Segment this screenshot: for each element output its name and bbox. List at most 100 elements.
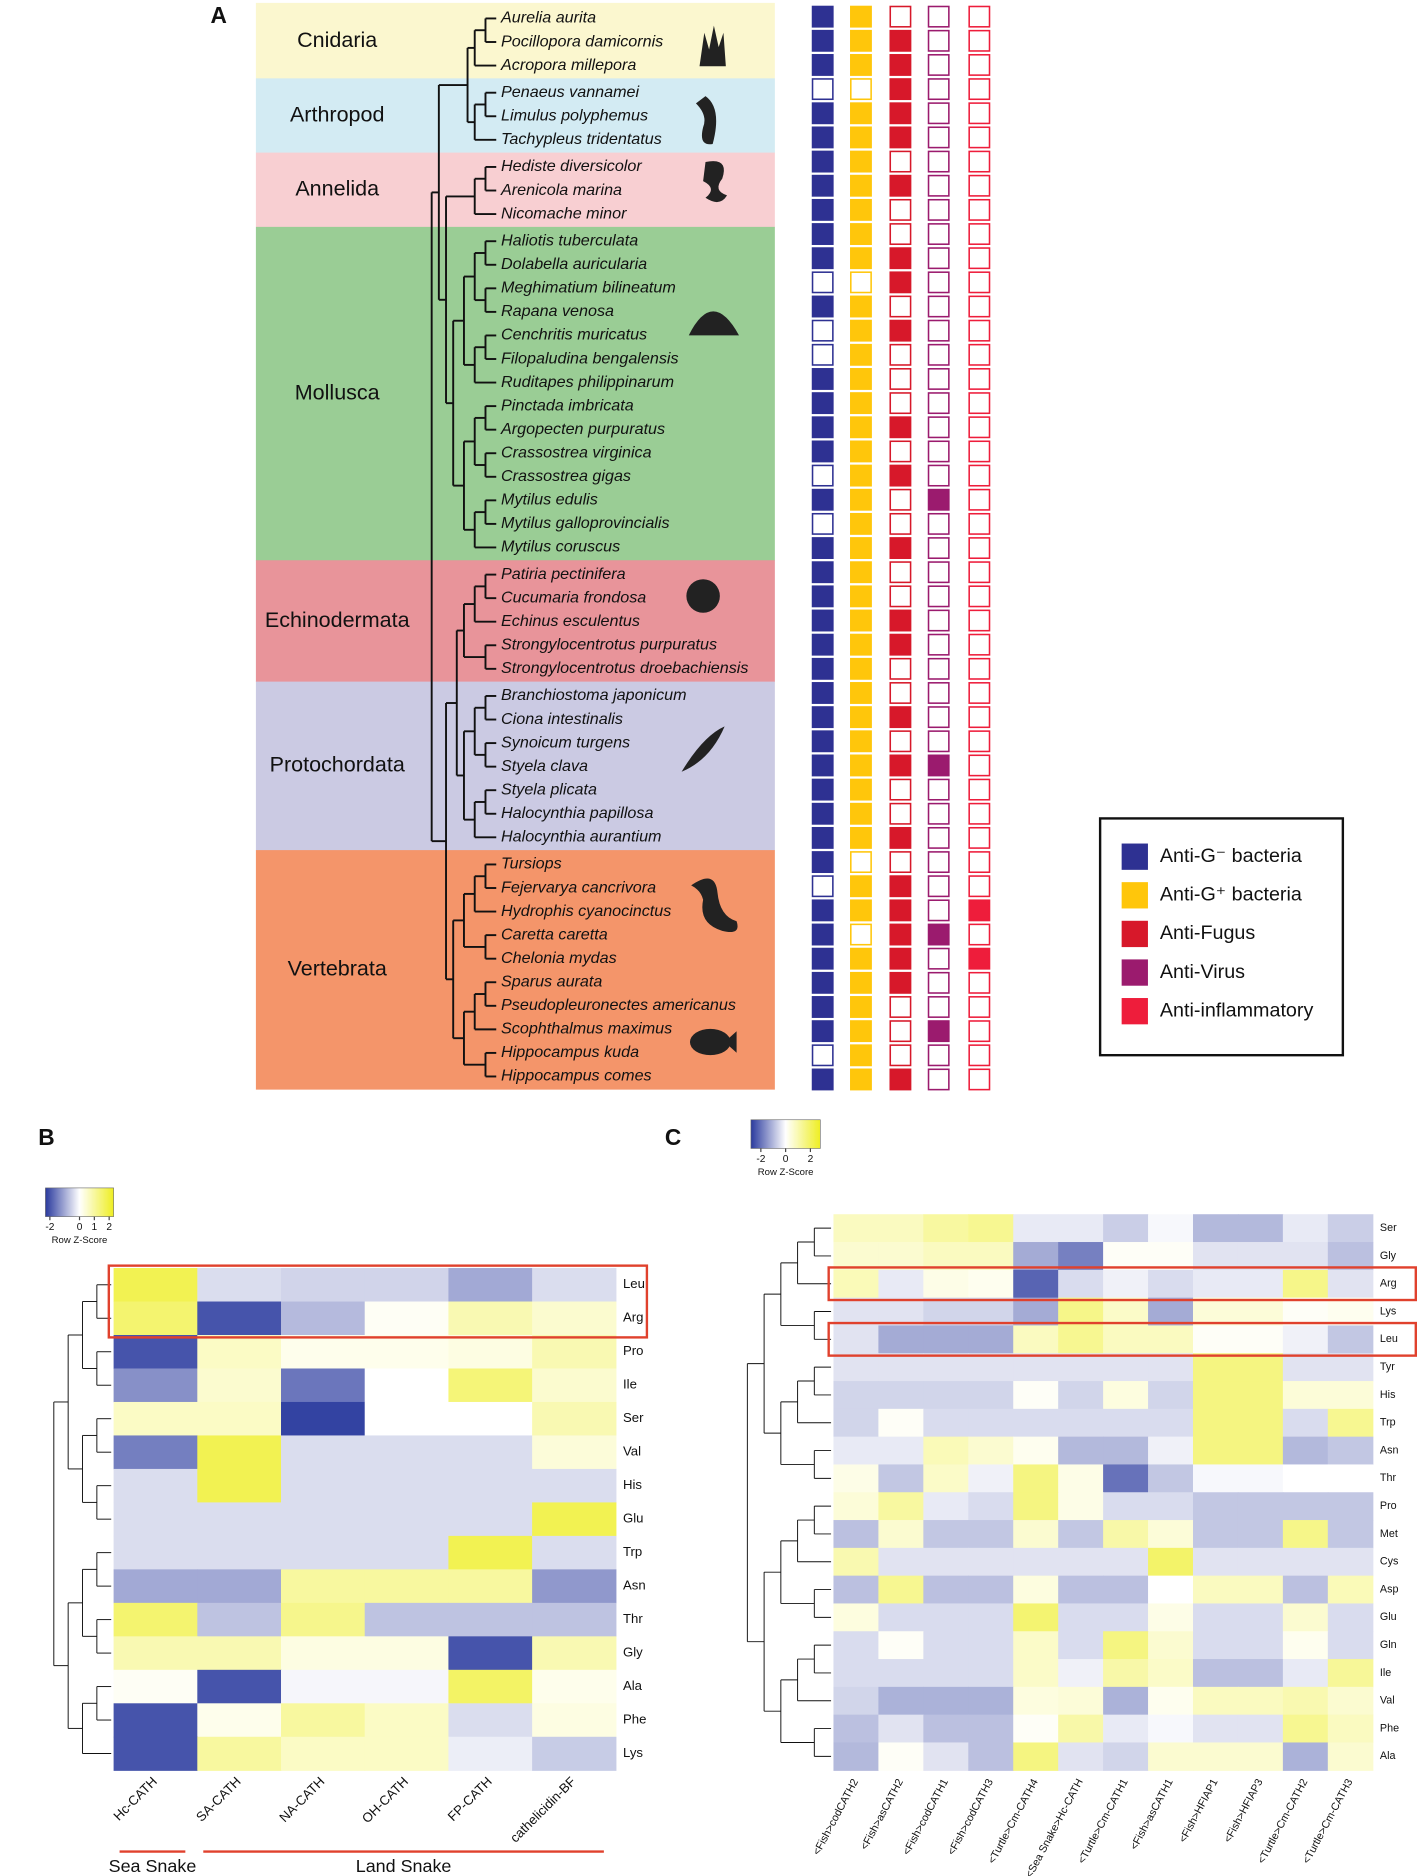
activity-box (811, 682, 834, 704)
heat-cell (1013, 1603, 1059, 1632)
heat-cell (833, 1325, 879, 1354)
heat-cell (923, 1242, 969, 1271)
heat-cell (364, 1602, 450, 1637)
heat-cell (923, 1631, 969, 1660)
activity-box (811, 778, 834, 801)
heat-cell (1103, 1631, 1149, 1660)
heat-cell (113, 1736, 198, 1771)
activity-box (850, 440, 872, 463)
activity-box (968, 923, 991, 946)
heat-cell (364, 1368, 450, 1403)
activity-box (889, 271, 912, 294)
heat-cell (1282, 1269, 1329, 1299)
heat-cell (1192, 1436, 1239, 1466)
row-label: Ala (1380, 1750, 1396, 1762)
heat-cell (1013, 1520, 1059, 1549)
activity-box (889, 996, 912, 1018)
activity-box (889, 54, 912, 76)
activity-box (889, 633, 912, 656)
heat-cell (113, 1368, 198, 1403)
column-label: SA-CATH (193, 1774, 244, 1825)
species-name: Rapana venosa (501, 302, 614, 320)
heat-cell (1192, 1520, 1239, 1549)
heat-cell (833, 1631, 879, 1660)
heat-cell (833, 1686, 879, 1716)
heat-cell (1237, 1492, 1284, 1521)
heat-cell (448, 1535, 533, 1570)
activity-box (968, 271, 991, 294)
heat-cell (923, 1659, 969, 1688)
activity-box (850, 464, 872, 487)
heat-cell (1148, 1269, 1194, 1299)
heat-cell (113, 1502, 198, 1537)
row-label: Ile (623, 1377, 637, 1392)
heat-cell (197, 1301, 282, 1336)
heat-cell (968, 1269, 1014, 1299)
activity-box (889, 657, 912, 680)
activity-box (927, 730, 950, 753)
species-name: Chelonia mydas (501, 949, 617, 967)
activity-box (811, 609, 834, 632)
taxon-band (255, 560, 775, 682)
heat-cell (281, 1736, 366, 1771)
heat-cell (1058, 1631, 1104, 1660)
heat-cell (1192, 1214, 1239, 1243)
heat-cell (878, 1631, 924, 1660)
activity-box (927, 899, 950, 922)
heat-cell (1058, 1547, 1104, 1577)
heat-cell (833, 1575, 879, 1605)
heat-cell (1103, 1659, 1149, 1688)
activity-box (927, 1020, 950, 1043)
taxon-name: Cnidaria (297, 28, 377, 52)
species-name: Hippocampus comes (501, 1067, 652, 1085)
heat-cell (1058, 1436, 1104, 1466)
heat-cell (1327, 1269, 1374, 1299)
heat-cell (448, 1435, 533, 1470)
species-name: Arenicola marina (500, 181, 622, 199)
activity-box (927, 537, 950, 559)
activity-box (850, 923, 872, 946)
colorbar-tick-label: -2 (756, 1154, 765, 1165)
colorbar-tick-label: -2 (45, 1222, 54, 1233)
activity-box (927, 754, 950, 777)
activity-box (927, 223, 950, 245)
activity-box (811, 826, 834, 849)
heat-cell (113, 1669, 198, 1704)
activity-box (811, 561, 834, 584)
heat-cell (1058, 1353, 1104, 1382)
row-label: Thr (623, 1611, 643, 1626)
activity-box (968, 512, 991, 535)
activity-box (850, 802, 872, 825)
colorbar-tick-label: 1 (92, 1222, 98, 1233)
species-name: Pocillopora damicornis (501, 32, 663, 50)
species-name: Pinctada imbricata (501, 396, 634, 414)
activity-box (889, 851, 912, 874)
activity-box (889, 1044, 912, 1067)
heat-cell (532, 1401, 617, 1437)
heat-cell (1327, 1631, 1374, 1660)
heat-cell (923, 1269, 969, 1299)
heat-cell (532, 1703, 617, 1738)
heat-cell (1058, 1242, 1104, 1271)
activity-box (927, 778, 950, 801)
heat-cell (1237, 1686, 1284, 1716)
activity-box (927, 633, 950, 656)
activity-box (968, 971, 991, 994)
species-name: Synoicum turgens (501, 733, 630, 751)
heat-cell (1192, 1381, 1239, 1410)
heat-cell (1282, 1325, 1329, 1354)
heat-cell (281, 1569, 366, 1604)
heat-cell (364, 1401, 450, 1437)
heat-cell (1103, 1269, 1149, 1299)
heat-cell (1013, 1659, 1059, 1688)
activity-box (811, 174, 834, 197)
activity-box (968, 754, 991, 777)
row-label: Glu (623, 1511, 643, 1526)
activity-box (927, 1068, 950, 1091)
heat-cell (1148, 1742, 1194, 1771)
heat-cell (1148, 1464, 1194, 1493)
heat-cell (923, 1575, 969, 1605)
heat-cell (1327, 1353, 1374, 1382)
legend-label: Anti-Fugus (1160, 922, 1255, 944)
column-label: <Turtle>Cm-CATH3 (1301, 1777, 1356, 1866)
